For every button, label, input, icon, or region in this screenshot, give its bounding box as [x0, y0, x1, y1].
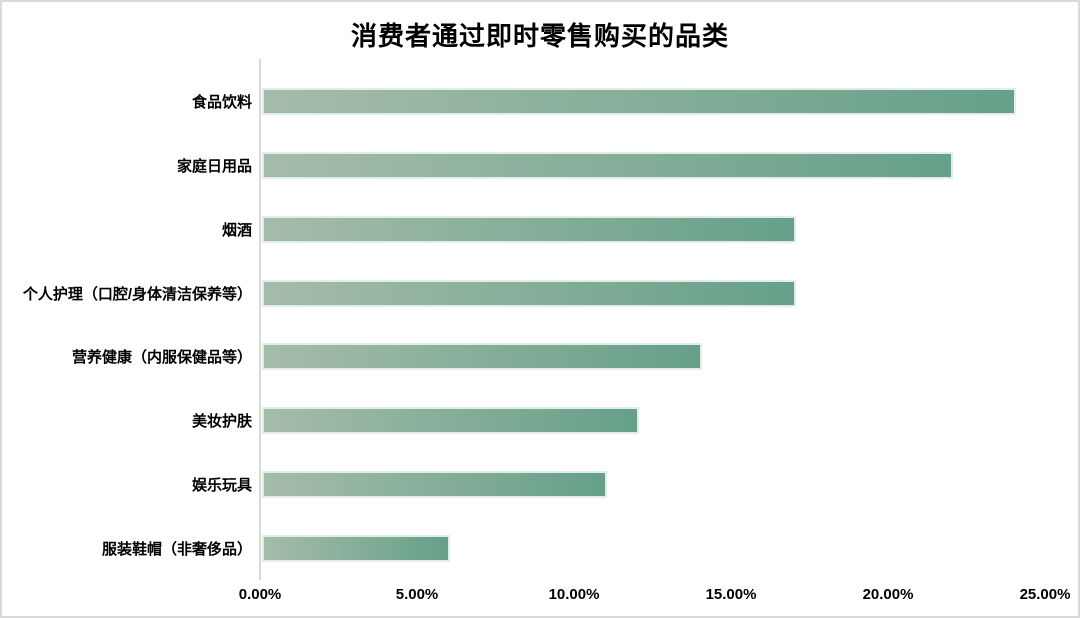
bar	[262, 470, 608, 498]
bar	[262, 407, 639, 435]
bar-row: 烟酒	[2, 198, 1078, 262]
x-tick-label: 20.00%	[862, 586, 914, 603]
category-label: 服装鞋帽（非奢侈品）	[101, 540, 252, 558]
bar	[262, 152, 953, 180]
bar-row: 营养健康（内服保健品等）	[2, 325, 1078, 389]
bar-track	[262, 279, 1047, 307]
bar-track	[262, 215, 1047, 243]
category-label: 个人护理（口腔/身体清洁保养等）	[22, 285, 252, 303]
category-label: 烟酒	[221, 221, 252, 239]
x-tick-label: 10.00%	[548, 586, 600, 603]
chart-title: 消费者通过即时零售购买的品类	[350, 21, 729, 51]
bar	[262, 343, 702, 371]
bar	[262, 215, 796, 243]
bar	[262, 279, 796, 307]
bar-track	[262, 88, 1047, 116]
y-axis-line	[259, 59, 261, 580]
bar-track	[262, 534, 1047, 562]
category-label: 美妆护肤	[191, 413, 252, 431]
x-tick-label: 25.00%	[1019, 586, 1071, 603]
bar-row: 美妆护肤	[2, 389, 1078, 453]
bar-row: 个人护理（口腔/身体清洁保养等）	[2, 261, 1078, 325]
bar	[262, 534, 451, 562]
bar-track	[262, 152, 1047, 180]
bar-track	[262, 343, 1047, 371]
bar-row: 家庭日用品	[2, 134, 1078, 198]
category-label: 营养健康（内服保健品等）	[71, 349, 252, 367]
x-axis-tick-labels: 0.00% 5.00% 10.00% 15.00% 20.00% 25.00%	[239, 586, 1071, 606]
bar-row: 娱乐玩具	[2, 453, 1078, 517]
category-label: 食品饮料	[191, 94, 252, 112]
bar-row: 服装鞋帽（非奢侈品）	[2, 516, 1078, 580]
bar-row: 食品饮料	[2, 70, 1078, 134]
category-label: 家庭日用品	[176, 158, 252, 176]
bar	[262, 88, 1016, 116]
x-tick-label: 5.00%	[395, 586, 439, 603]
category-label: 娱乐玩具	[191, 476, 252, 494]
bar-rows: 食品饮料 家庭日用品 烟酒 个人护理（口腔/身体清洁保养等） 营养健康（内服保健…	[2, 70, 1078, 580]
x-tick-label: 0.00%	[238, 586, 282, 603]
bar-track	[262, 407, 1047, 435]
bar-track	[262, 470, 1047, 498]
x-tick-label: 15.00%	[705, 586, 757, 603]
